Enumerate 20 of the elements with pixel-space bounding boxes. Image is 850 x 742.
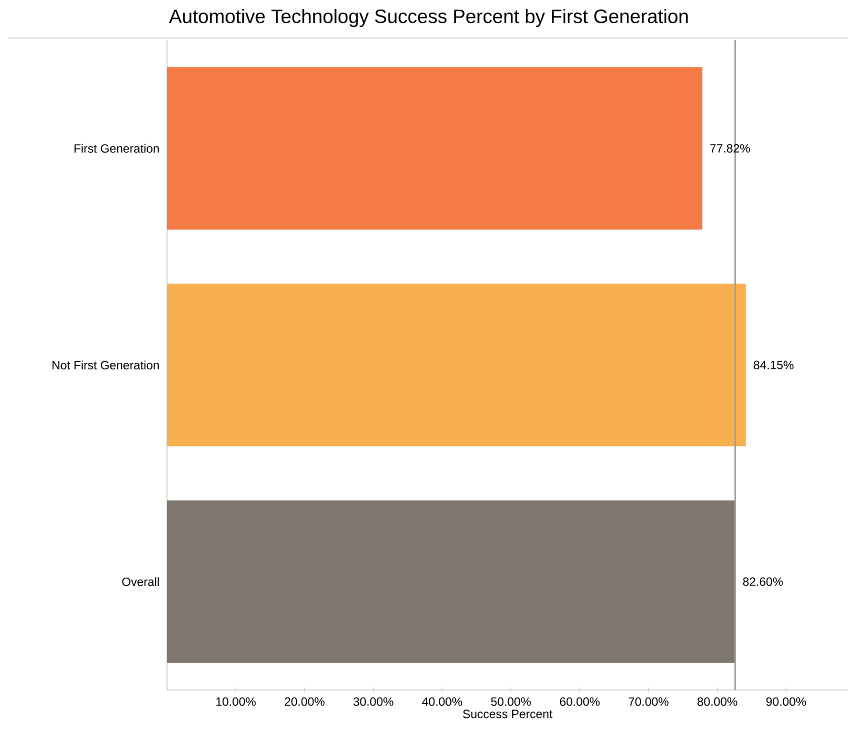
bar — [167, 500, 736, 663]
data-label: 82.60% — [743, 577, 783, 586]
x-tick-label: 70.00% — [628, 697, 668, 706]
data-label: 77.82% — [710, 144, 750, 153]
x-tick-label: 50.00% — [491, 697, 531, 706]
x-tick-label: 10.00% — [216, 697, 256, 706]
x-tick-label: 60.00% — [560, 697, 600, 706]
bar — [167, 67, 702, 230]
bar — [167, 284, 746, 446]
chart-title: Automotive Technology Success Percent by First Generation — [168, 8, 688, 28]
x-axis-title: Success Percent — [463, 710, 552, 718]
data-label: 84.15% — [754, 360, 794, 370]
y-tick-label: First Generation — [74, 144, 159, 153]
x-tick-label: 20.00% — [284, 697, 324, 706]
x-tick-label: 90.00% — [766, 697, 806, 706]
x-tick-label: 80.00% — [697, 697, 738, 706]
x-tick-label: 30.00% — [353, 697, 394, 706]
y-tick-label: Overall — [122, 577, 159, 586]
y-tick-label: Not First Generation — [52, 360, 159, 370]
x-tick-label: 40.00% — [422, 697, 462, 706]
